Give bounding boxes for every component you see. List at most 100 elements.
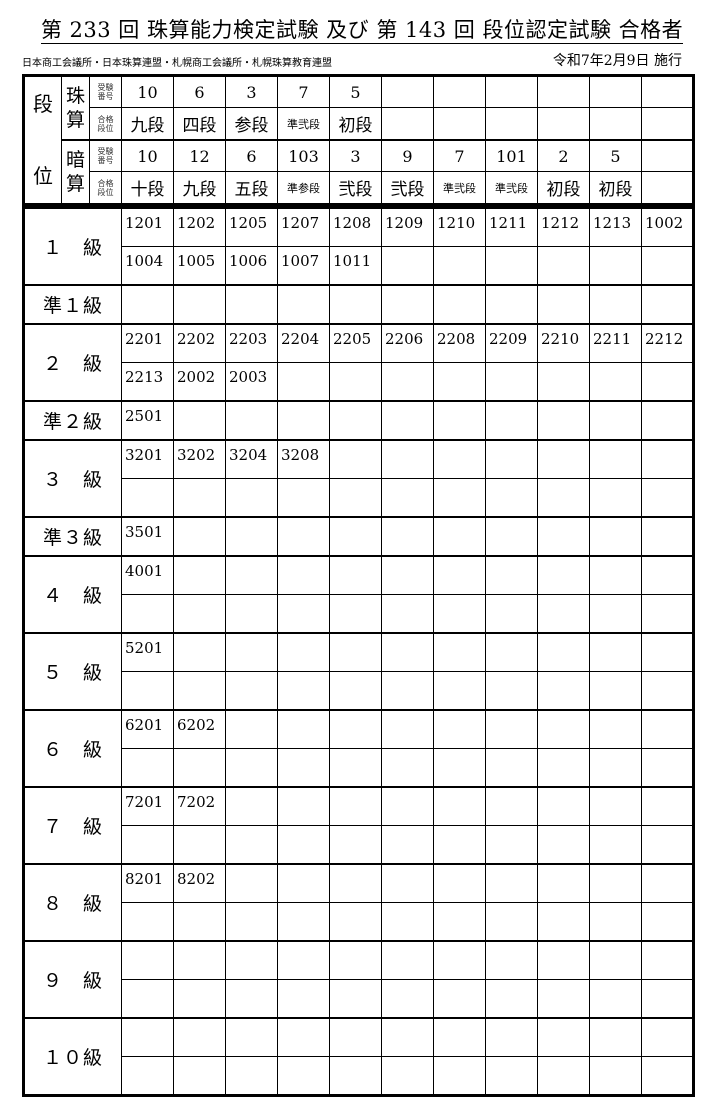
exam-number-cell xyxy=(485,594,538,634)
exam-number-cell: 2201 xyxy=(121,323,174,363)
kyu-grade-label: ３ 級 xyxy=(23,439,122,518)
exam-number-cell xyxy=(173,478,226,518)
exam-number-cell xyxy=(225,1056,278,1096)
exam-number-cell: 3 xyxy=(329,139,382,172)
dan-label-bottom: 位 xyxy=(33,164,53,188)
exam-number-cell: 6 xyxy=(225,139,278,172)
exam-number-cell xyxy=(485,632,538,672)
exam-number-cell xyxy=(173,979,226,1019)
exam-number-cell xyxy=(173,671,226,711)
kyu-grade-label: ６ 級 xyxy=(23,709,122,788)
exam-number-cell xyxy=(121,594,174,634)
exam-number-cell xyxy=(225,516,278,557)
exam-number-cell xyxy=(485,362,538,402)
exam-number-cell xyxy=(225,979,278,1019)
exam-number-cell xyxy=(537,594,590,634)
exam-number-cell xyxy=(225,902,278,942)
exam-number-cell xyxy=(641,748,694,788)
exam-number-cell xyxy=(121,1056,174,1096)
passed-grade-cell xyxy=(641,171,694,205)
exam-number-cell xyxy=(277,863,330,903)
exam-number-cell xyxy=(485,555,538,595)
kyu-row: 準１級 xyxy=(23,284,694,325)
exam-number-cell xyxy=(329,902,382,942)
exam-number-cell: 3201 xyxy=(121,439,174,479)
passed-grade-cell: 四段 xyxy=(173,107,226,141)
passed-grade-cell: 初段 xyxy=(329,107,382,141)
exam-number-cell xyxy=(537,979,590,1019)
exam-number-cell xyxy=(641,902,694,942)
exam-number-cell xyxy=(641,863,694,903)
exam-number-cell xyxy=(277,786,330,826)
exam-number-cell xyxy=(433,632,486,672)
exam-number-cell xyxy=(641,246,694,286)
kyu-results-table: １ 級 1201 1202 1205 1207 1208 1209 1210 1211 1212 1… xyxy=(22,206,695,1097)
exam-number-cell xyxy=(589,671,642,711)
kyu-grade-label: 準３級 xyxy=(23,516,122,557)
exam-number-cell xyxy=(173,555,226,595)
exam-number-cell xyxy=(485,825,538,865)
exam-number-cell: 1201 xyxy=(121,207,174,247)
exam-number-cell xyxy=(225,555,278,595)
kyu-row: 準３級 3501 xyxy=(23,516,694,557)
exam-number-cell: 1211 xyxy=(485,207,538,247)
exam-number-cell xyxy=(641,671,694,711)
exam-number-cell xyxy=(329,284,382,325)
exam-number-cell xyxy=(485,75,538,108)
exam-number-cell xyxy=(589,439,642,479)
exam-number-cell xyxy=(225,748,278,788)
exam-number-cell: 7201 xyxy=(121,786,174,826)
exam-number-cell xyxy=(225,940,278,980)
exam-number-cell: 2203 xyxy=(225,323,278,363)
exam-number-cell xyxy=(277,709,330,749)
exam-number-cell: 1011 xyxy=(329,246,382,286)
kyu-row xyxy=(24,671,694,711)
exam-number-cell xyxy=(433,246,486,286)
kyu-grade-label: ４ 級 xyxy=(23,555,122,634)
anzan-label-1: 暗 xyxy=(65,149,85,171)
exam-number-cell xyxy=(381,594,434,634)
exam-number-cell xyxy=(381,979,434,1019)
exam-number-cell xyxy=(277,516,330,557)
exam-number-cell xyxy=(173,632,226,672)
kyu-row: 1004 1005 1006 1007 1011 xyxy=(24,246,694,286)
kyu-row: ３ 級 3201 3202 3204 3208 xyxy=(23,439,694,518)
exam-number-cell xyxy=(173,902,226,942)
exam-number-cell xyxy=(537,671,590,711)
exam-number-cell xyxy=(277,284,330,325)
exam-number-cell xyxy=(433,786,486,826)
exam-number-cell xyxy=(589,748,642,788)
kyu-row xyxy=(24,979,694,1019)
exam-number-cell xyxy=(173,284,226,325)
exam-number-cell xyxy=(589,902,642,942)
exam-number-cell xyxy=(485,246,538,286)
exam-number-cell xyxy=(433,555,486,595)
exam-number-cell xyxy=(485,786,538,826)
exam-number-cell xyxy=(329,400,382,441)
exam-number-cell xyxy=(381,632,434,672)
exam-number-cell: 2212 xyxy=(641,323,694,363)
exam-number-cell xyxy=(537,75,590,108)
exam-number-cell xyxy=(329,594,382,634)
exam-number-cell xyxy=(537,284,590,325)
exam-number-cell xyxy=(381,940,434,980)
exam-number-cell xyxy=(121,940,174,980)
exam-number-cell xyxy=(381,825,434,865)
passed-grade-cell: 五段 xyxy=(225,171,278,205)
exam-number-cell xyxy=(433,748,486,788)
exam-number-cell xyxy=(277,594,330,634)
exam-number-cell xyxy=(381,863,434,903)
exam-number-cell xyxy=(433,516,486,557)
exam-number-cell xyxy=(329,825,382,865)
exam-number-cell: 1007 xyxy=(277,246,330,286)
passed-grade-cell: 参段 xyxy=(225,107,278,141)
exam-number-cell xyxy=(329,362,382,402)
exam-number-cell xyxy=(433,709,486,749)
exam-number-cell xyxy=(589,863,642,903)
exam-number-cell: 1004 xyxy=(121,246,174,286)
exam-number-cell: 2208 xyxy=(433,323,486,363)
passed-grade-cell: 準弐段 xyxy=(277,107,330,141)
exam-number-cell: 10 xyxy=(121,139,174,172)
exam-number-cell xyxy=(589,478,642,518)
exam-number-cell xyxy=(329,979,382,1019)
